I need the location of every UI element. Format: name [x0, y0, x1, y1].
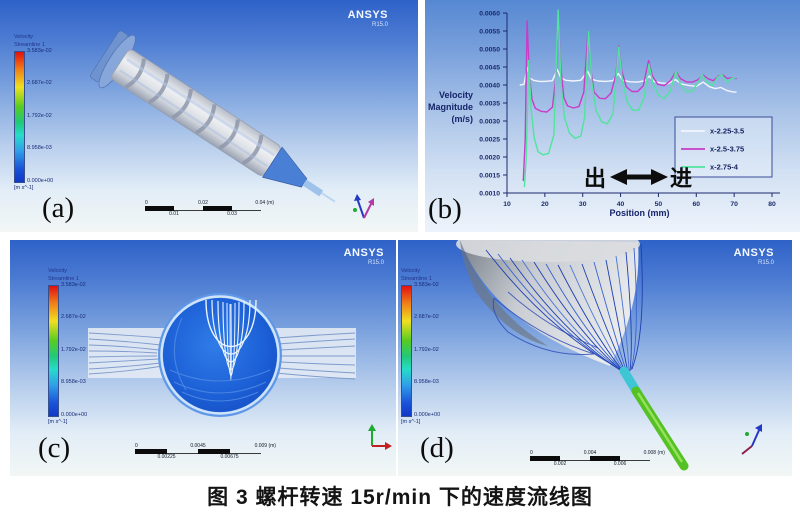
colorbar-tick-label: 3.583e-02: [27, 47, 52, 54]
velocity-position-chart: 10 20 30 40 50 60 70 80 0.0010 0.0015 0.0020 0.0025…: [428, 9, 780, 218]
y-tick-label: 0.0010: [479, 191, 500, 198]
axis-triad-icon: [368, 424, 392, 450]
colorbar-tick-label: 3.583e-02: [61, 281, 86, 288]
colorbar-tick-label: 8.958e-03: [61, 379, 86, 386]
x-axis-label: Position (mm): [610, 208, 670, 218]
y-axis-label: (m/s): [451, 114, 473, 124]
panel-a-label: (a): [42, 192, 75, 224]
colorbar-units: [m s^-1]: [401, 418, 421, 425]
scale-bar: 0 0.02 0.04 (m) 0.01 0.03: [145, 200, 275, 217]
channel-streamlines-left: [88, 332, 164, 375]
colorbar-units: [m s^-1]: [14, 184, 34, 191]
y-axis-label: Velocity: [439, 90, 473, 100]
y-tick-label: 0.0015: [479, 173, 500, 180]
y-tick-label: 0.0045: [479, 65, 500, 72]
y-tick-label: 0.0025: [479, 137, 500, 144]
colorbar-gradient: [14, 50, 25, 183]
cross-section-graphic: [88, 293, 392, 450]
colorbar-gradient: [48, 284, 59, 417]
panel-b-velocity-chart: 10 20 30 40 50 60 70 80 0.0010 0.0015 0.0020 0.0025…: [425, 0, 800, 232]
series-line-x-2.25-3.5: [519, 67, 737, 93]
inner-arcs: [169, 317, 271, 402]
colorbar-gradient: [401, 284, 412, 417]
colorbar-subtitle: Streamline 1: [48, 276, 79, 283]
series-line-x-2.75-4: [523, 9, 736, 188]
velocity-colorbar: Velocity Streamline 1 3.583e-02 2.687e-02 1.…: [14, 34, 86, 191]
scale-bar: 0 0.0045 0.009 (m) 0.00225 0.00675: [135, 443, 276, 460]
y-tick-label: 0.0020: [479, 155, 500, 162]
swirl-streamlines: [492, 291, 599, 355]
ansys-logo: ANSYS R15.0: [343, 247, 384, 267]
x-tick-label: 50: [655, 201, 663, 208]
arrow-head-right: [651, 169, 668, 185]
panel-b-label: (b): [428, 193, 462, 225]
y-tick-label: 0.0050: [479, 47, 500, 54]
channel-streamlines-right: [275, 332, 356, 380]
panel-d-label: (d): [420, 432, 454, 464]
legend-label: x-2.5-3.75: [710, 145, 744, 154]
x-tick-label: 60: [693, 201, 701, 208]
colorbar-tick-label: 1.792e-02: [414, 346, 439, 353]
colorbar-tick-label: 8.958e-03: [27, 145, 52, 152]
nozzle-graphic: [456, 240, 762, 471]
axis-triad-icon: [353, 194, 374, 219]
colorbar-tick-label: 2.687e-02: [61, 314, 86, 321]
colorbar-tick-label: 0.000e+00: [61, 411, 88, 418]
x-tick-label: 10: [503, 201, 511, 208]
colorbar-tick-label: 8.958e-03: [414, 379, 439, 386]
colorbar-title: Velocity: [14, 34, 33, 40]
annotation-in: 进: [670, 166, 692, 191]
y-tick-label: 0.0040: [479, 83, 500, 90]
axis-triad-icon: [741, 424, 762, 455]
legend-label: x-2.25-3.5: [710, 127, 744, 136]
scale-bar: 0 0.004 0.008 (m) 0.002 0.006: [530, 450, 665, 467]
y-tick-label: 0.0060: [479, 11, 500, 18]
colorbar-title: Velocity: [401, 268, 420, 274]
colorbar-title: Velocity: [48, 268, 67, 274]
figure-caption: 图 3 螺杆转速 15r/min 下的速度流线图: [207, 486, 593, 509]
legend-label: x-2.75-4: [710, 163, 739, 172]
x-tick-label: 20: [541, 201, 549, 208]
y-tick-label: 0.0035: [479, 101, 500, 108]
colorbar-tick-label: 2.687e-02: [414, 314, 439, 321]
y-tick-label: 0.0030: [479, 119, 500, 126]
annotation-out: 出: [584, 166, 606, 191]
velocity-colorbar: Velocity Streamline 1 3.583e-02 2.687e-02 1.…: [401, 268, 473, 425]
panel-d-nozzle: ANSYS R15.0 Velocity Streamline 1 3.583e-0…: [398, 240, 792, 476]
ansys-logo: ANSYS R15.0: [733, 247, 774, 267]
cone-body: [460, 240, 639, 366]
screw-assembly: [90, 30, 336, 203]
colorbar-tick-label: 2.687e-02: [27, 80, 52, 87]
plume-streamlines: [205, 299, 257, 381]
panel-c-cross-section: ANSYS R15.0 Velocity Streamline 1 3.583e-0…: [10, 240, 396, 476]
arrow-head-left: [610, 169, 627, 185]
y-axis-label: Magnitude: [428, 102, 473, 112]
colorbar-tick-label: 1.792e-02: [27, 112, 52, 119]
colorbar-tick-label: 0.000e+00: [414, 411, 441, 418]
x-tick-label: 70: [730, 201, 738, 208]
colorbar-units: [m s^-1]: [48, 418, 68, 425]
screw-barrel-graphic: [90, 30, 374, 219]
velocity-colorbar: Velocity Streamline 1 3.583e-02 2.687e-02 1.…: [48, 268, 120, 425]
colorbar-subtitle: Streamline 1: [14, 42, 45, 49]
colorbar-tick-label: 1.792e-02: [61, 346, 86, 353]
colorbar-subtitle: Streamline 1: [401, 276, 432, 283]
colorbar-tick-label: 3.583e-02: [414, 281, 439, 288]
colorbar-tick-label: 0.000e+00: [27, 177, 54, 184]
x-tick-label: 30: [579, 201, 587, 208]
panel-a-streamline-3d: ANSYS R15.0 Velocity Streamline 1 3.583e-0…: [0, 0, 418, 232]
panel-c-label: (c): [38, 432, 71, 464]
x-tick-label: 80: [768, 201, 776, 208]
ansys-logo: ANSYS R15.0: [347, 9, 388, 29]
fan-streamlines: [485, 243, 643, 374]
x-tick-label: 40: [617, 201, 625, 208]
y-tick-label: 0.0055: [479, 29, 500, 36]
